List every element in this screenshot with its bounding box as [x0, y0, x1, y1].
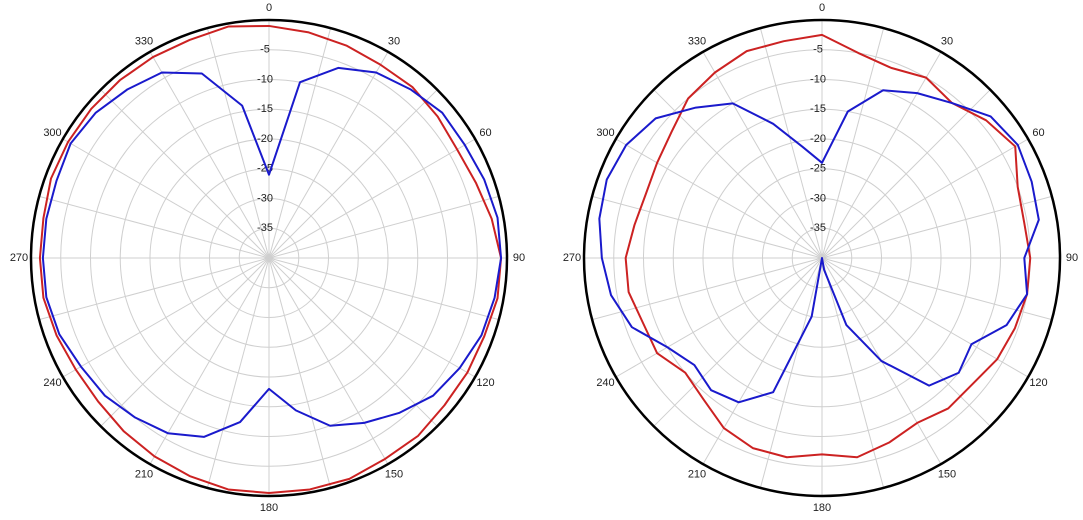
grid-spoke-minor [268, 27, 332, 259]
grid-spoke-minor [100, 89, 270, 259]
grid-spoke-minor [268, 257, 500, 321]
grid-spoke-minor [821, 27, 885, 259]
grid-spoke-minor [653, 89, 823, 259]
grid-spoke [268, 257, 476, 378]
grid-spoke [615, 257, 823, 378]
grid-spoke [821, 138, 1029, 259]
grid-spoke [268, 257, 389, 465]
grid-spoke-minor [759, 27, 823, 259]
grid-spoke [702, 257, 823, 465]
pattern-line [38, 24, 503, 495]
angle-label: 300 [596, 127, 614, 139]
angle-label: 210 [688, 468, 706, 480]
grid-spoke [821, 257, 1029, 378]
grid-spoke [268, 51, 389, 259]
radial-tick-label: -10 [257, 73, 273, 85]
radial-tick-label: -25 [810, 163, 826, 175]
grid-spoke [615, 138, 823, 259]
grid-spoke [821, 51, 942, 259]
grid-spoke-minor [821, 257, 1053, 321]
angle-label: 60 [1032, 127, 1044, 139]
grid-spoke-minor [268, 89, 438, 259]
grid-spoke [702, 51, 823, 259]
grid-spoke-minor [100, 257, 270, 427]
radial-tick-label: -35 [257, 222, 273, 234]
angle-label: 180 [813, 502, 831, 514]
radial-tick-label: -30 [810, 192, 826, 204]
grid-spoke-minor [821, 195, 1053, 259]
radial-tick-label: -15 [810, 103, 826, 115]
angle-label: 90 [1066, 252, 1078, 264]
angle-label: 240 [43, 377, 61, 389]
grid-spoke-minor [206, 257, 270, 489]
radial-tick-label: -5 [260, 44, 270, 56]
angle-label: 0 [266, 2, 272, 14]
angle-label: 270 [563, 252, 581, 264]
grid-spoke [149, 51, 270, 259]
radial-tick-label: -35 [810, 222, 826, 234]
grid-spoke [149, 257, 270, 465]
angle-label: 240 [596, 377, 614, 389]
angle-label: 330 [135, 35, 153, 47]
outer-circle [582, 18, 1062, 498]
grid-spoke-minor [653, 257, 823, 427]
radial-tick-label: -10 [810, 73, 826, 85]
angle-label: 270 [10, 252, 28, 264]
outer-circle [29, 18, 509, 498]
grid-spoke-minor [821, 257, 885, 489]
radial-tick-label: -5 [813, 44, 823, 56]
radial-tick-label: -15 [257, 103, 273, 115]
grid-spoke-minor [268, 195, 500, 259]
angle-label: 120 [476, 377, 494, 389]
angle-label: 180 [260, 502, 278, 514]
radial-tick-label: -20 [810, 133, 826, 145]
angle-label: 30 [388, 35, 400, 47]
angle-label: 60 [479, 127, 491, 139]
pattern-line [624, 33, 1032, 459]
grid-spoke [62, 138, 270, 259]
pattern-line [598, 89, 1040, 404]
grid-spoke-minor [38, 257, 270, 321]
angle-label: 30 [941, 35, 953, 47]
angle-label: 150 [938, 468, 956, 480]
grid-spoke-minor [591, 257, 823, 321]
angle-label: 120 [1029, 377, 1047, 389]
grid-spoke [268, 138, 476, 259]
grid-spoke [62, 257, 270, 378]
angle-label: 210 [135, 468, 153, 480]
radial-tick-label: -20 [257, 133, 273, 145]
grid-spoke-minor [268, 257, 332, 489]
angle-label: 330 [688, 35, 706, 47]
grid-spoke-minor [759, 257, 823, 489]
angle-label: 0 [819, 2, 825, 14]
grid-spoke-minor [38, 195, 270, 259]
angle-label: 150 [385, 468, 403, 480]
polar-chart: 0 30 60 90 120 150 180 210 240 270 300 330 -5 -10 -15 -… [563, 2, 1078, 514]
grid-spoke-minor [268, 257, 438, 427]
grid-spoke-minor [821, 257, 991, 427]
angle-label: 300 [43, 127, 61, 139]
polar-chart: 0 30 60 90 120 150 180 210 240 270 300 330 -5 -10 -15 -… [10, 2, 525, 514]
grid-spoke-minor [206, 27, 270, 259]
angle-label: 90 [513, 252, 525, 264]
radial-tick-label: -30 [257, 192, 273, 204]
grid-spoke-minor [821, 89, 991, 259]
grid-spoke-minor [591, 195, 823, 259]
pattern-line [41, 66, 503, 438]
